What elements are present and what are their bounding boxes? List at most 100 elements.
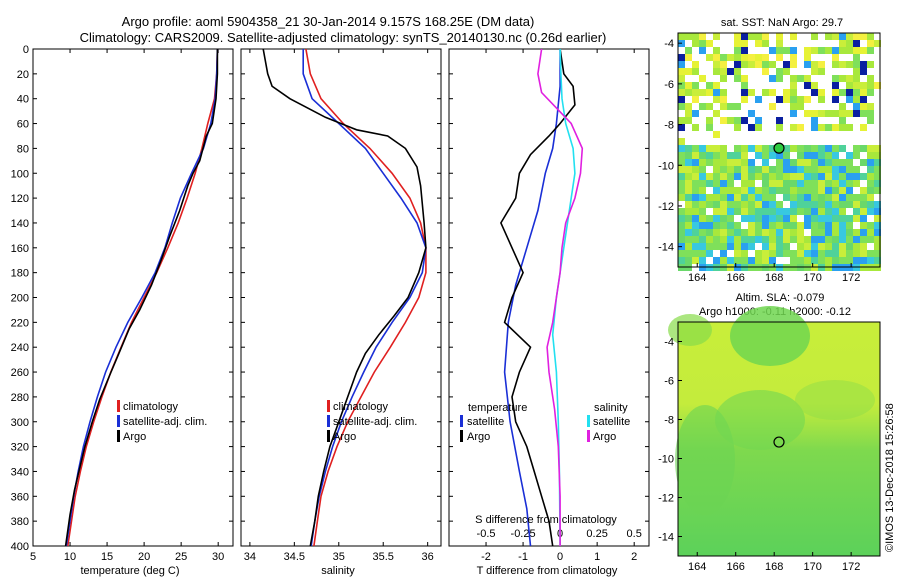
sst-cell [818,110,825,117]
sst-cell [678,68,685,75]
sst-cell [825,257,832,264]
y-tick-label: 120 [11,193,29,205]
sst-cell [692,166,699,173]
legend-satellite: satellite-adj. clim. [123,416,207,428]
sst-cell [755,54,762,61]
sst-cell [860,250,867,257]
sst-cell [790,110,797,117]
sst-cell [783,152,790,159]
sst-cell [776,236,783,243]
sst-cell [692,33,699,40]
sst-cell [678,75,685,82]
sst-cell [762,54,769,61]
sst-cell [811,33,818,40]
sst-cell [734,54,741,61]
sst-cell [867,117,874,124]
sst-cell [846,201,853,208]
sst-cell [790,208,797,215]
sst-cell [832,152,839,159]
legend-swatch-satellite [327,415,330,427]
sst-cell [860,33,867,40]
sst-cell [783,194,790,201]
sst-cell [741,194,748,201]
sst-cell [839,117,846,124]
sst-cell [706,180,713,187]
sst-cell [776,159,783,166]
sst-cell [874,173,881,180]
sst-cell [755,40,762,47]
sst-cell [860,229,867,236]
sst-cell [741,250,748,257]
sst-cell [713,131,720,138]
sst-cell [762,40,769,47]
sla-blob-top [730,306,810,366]
sst-cell [713,194,720,201]
sst-cell [832,89,839,96]
sst-cell [776,201,783,208]
sst-cell [692,243,699,250]
series-line-argo [262,48,427,547]
sst-cell [867,152,874,159]
sst-cell [825,33,832,40]
sst-cell [797,159,804,166]
sst-cell [720,187,727,194]
sst-cell [748,110,755,117]
sst-cell [860,82,867,89]
sst-cell [811,117,818,124]
y-tick-label: 100 [11,168,29,180]
sst-cell [860,208,867,215]
sst-cell [846,222,853,229]
legend-s-satellite: satellite [593,416,630,428]
sst-cell [790,187,797,194]
sst-cell [734,187,741,194]
legend-swatch-s-argo [587,430,590,442]
sst-cell [825,173,832,180]
sst-cell [804,152,811,159]
sst-cell [734,68,741,75]
sst-cell [818,145,825,152]
sst-cell [853,201,860,208]
sst-cell [755,194,762,201]
sst-cell [832,236,839,243]
sst-cell [741,159,748,166]
sst-cell [811,194,818,201]
x2-tick-label: 0.25 [586,528,607,540]
difference-legend: temperature satellite Argo salinity sate… [460,402,630,443]
sst-cell [706,173,713,180]
sst-cell [846,257,853,264]
argo-location-marker [773,436,785,448]
sst-cell [846,159,853,166]
sst-cell [720,145,727,152]
sst-cell [776,40,783,47]
sst-cell [839,215,846,222]
temperature-axes [32,48,234,547]
sst-cell [818,243,825,250]
x-tick-label: 34 [244,551,256,563]
sst-cell [825,187,832,194]
sst-cell [713,208,720,215]
sst-cell [839,145,846,152]
salinity-plot: 34 34.5 35 35.5 36 [241,48,441,563]
y-tick-label: 380 [11,516,29,528]
sst-cell [832,250,839,257]
sst-cell [846,173,853,180]
sst-cell [720,194,727,201]
sst-cell [867,173,874,180]
series-line-satellite-adj-clim- [65,48,219,547]
sst-cell [839,194,846,201]
sst-cell [720,208,727,215]
sst-cell [818,201,825,208]
sla-blob-centre [715,390,805,450]
map-y-tick-label: -4 [664,337,674,349]
sst-cell [720,103,727,110]
sst-cell [727,152,734,159]
x-tick-label: 5 [30,551,36,563]
sst-cell [769,250,776,257]
sst-cell [783,68,790,75]
sst-cell [860,96,867,103]
sst-cell [692,40,699,47]
sst-cell [720,257,727,264]
sst-cell [860,222,867,229]
sst-cell [846,96,853,103]
sst-cell [713,257,720,264]
